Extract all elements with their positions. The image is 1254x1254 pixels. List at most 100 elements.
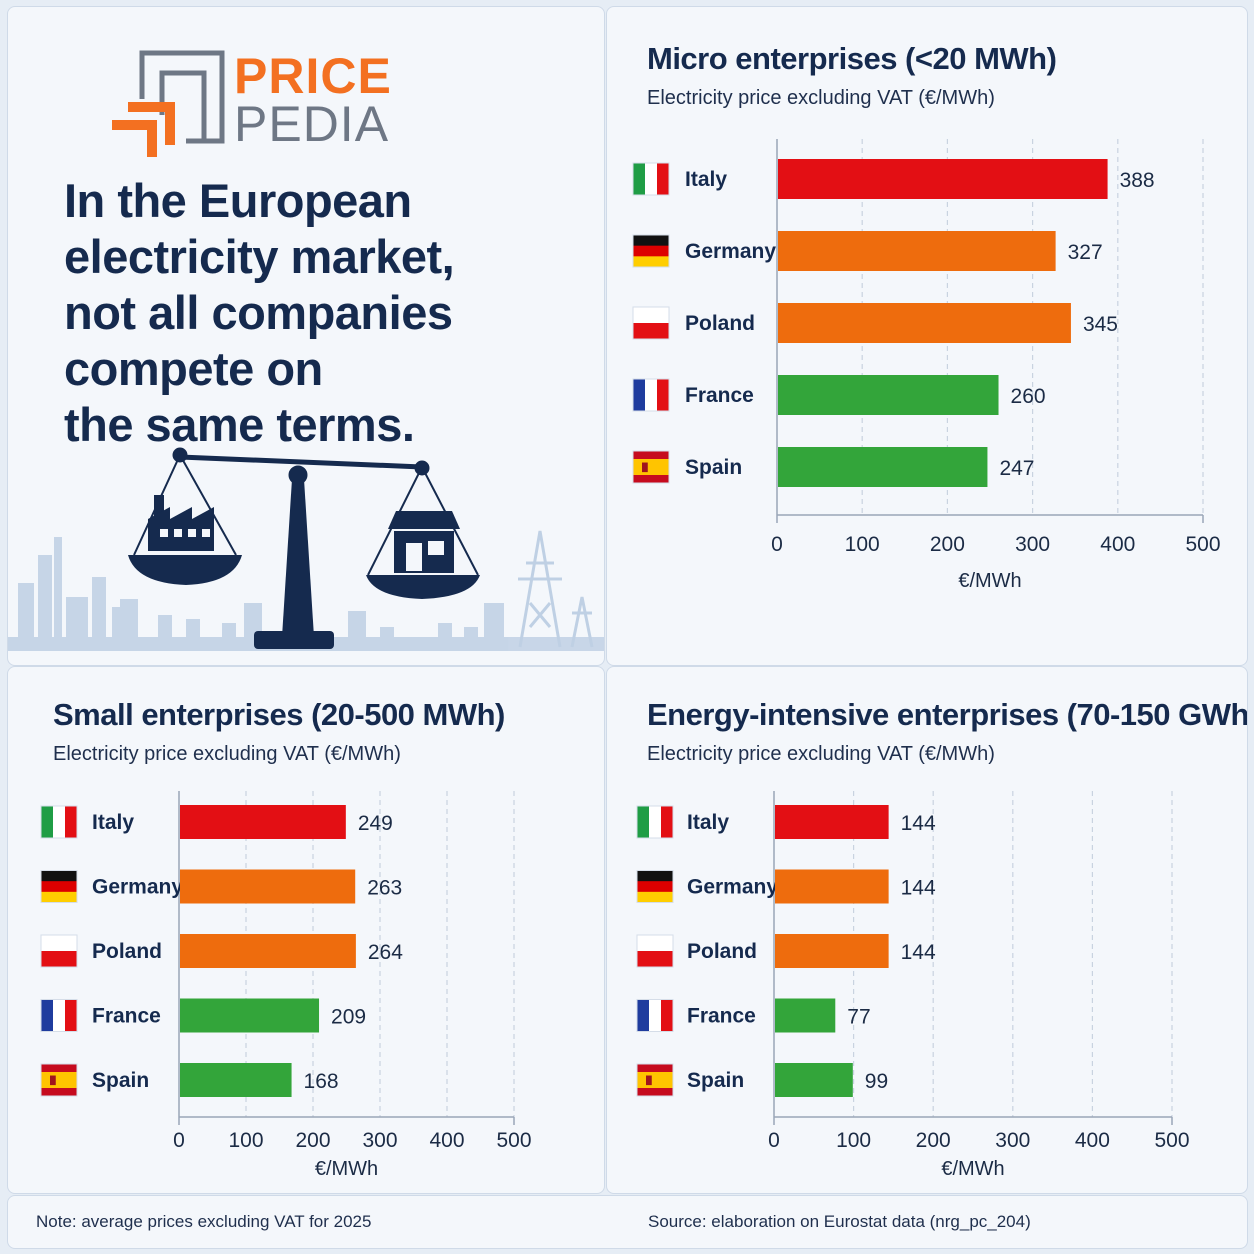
headline-line-5: the same terms.: [64, 398, 415, 451]
bar-france: [775, 998, 836, 1033]
x-tick-label: 300: [362, 1129, 397, 1152]
category-label: Spain: [92, 1069, 149, 1092]
flag-italy-icon: [636, 805, 674, 839]
headline-line-2: electricity market,: [64, 230, 455, 283]
value-label: 168: [304, 1070, 339, 1093]
category-label: Italy: [92, 811, 134, 834]
bar-italy: [180, 805, 346, 839]
value-label: 209: [331, 1006, 366, 1029]
bar-france: [180, 998, 320, 1033]
value-label: 144: [901, 941, 936, 964]
flag-poland-icon: [632, 306, 670, 340]
flag-france-icon: [40, 999, 78, 1032]
category-label: Poland: [685, 312, 755, 335]
x-tick-label: 300: [995, 1129, 1030, 1152]
bar-poland: [180, 934, 356, 968]
bar-germany: [775, 869, 889, 904]
bar-spain: [775, 1063, 853, 1097]
energy-intensive-bar-chart: 0 100 200 300 400 500 €/MWh Italy 144 Germany 144 P…: [636, 791, 1190, 1180]
bar-spain: [180, 1063, 292, 1097]
footer-source: Source: elaboration on Eurostat data (nr…: [648, 1212, 1031, 1231]
x-tick-label: 500: [496, 1129, 531, 1152]
category-label: France: [687, 1005, 756, 1028]
x-tick-label: 0: [768, 1129, 780, 1152]
category-label: Germany: [92, 876, 183, 899]
flag-france-icon: [636, 999, 674, 1032]
headline: In the European electricity market, not …: [64, 173, 455, 453]
logo-mark: [112, 50, 225, 157]
bar-germany: [778, 231, 1056, 271]
intro-panel: PRICE PEDIA In the European electricity …: [7, 6, 605, 666]
category-label: France: [685, 384, 754, 407]
category-label: Italy: [685, 168, 727, 191]
headline-line-3: not all companies: [64, 286, 453, 339]
category-label: Spain: [685, 456, 742, 479]
x-tick-label: 0: [771, 533, 783, 556]
x-tick-label: 200: [916, 1129, 951, 1152]
logo-text-pedia: PEDIA: [234, 96, 390, 152]
headline-line-1: In the European: [64, 174, 412, 227]
headline-line-4: compete on: [64, 342, 323, 395]
x-tick-label: 400: [1075, 1129, 1110, 1152]
x-axis-title: €/MWh: [958, 570, 1021, 592]
value-label: 144: [901, 812, 936, 835]
category-label: Germany: [685, 240, 776, 263]
bar-poland: [775, 934, 889, 968]
chart-subtitle: Electricity price excluding VAT (€/MWh): [647, 743, 995, 765]
flag-spain-icon: [40, 1063, 78, 1097]
chart-subtitle: Electricity price excluding VAT (€/MWh): [53, 743, 401, 765]
value-label: 144: [901, 877, 936, 900]
x-tick-label: 400: [1100, 533, 1135, 556]
power-pylon-icon: [518, 530, 594, 648]
flag-italy-icon: [40, 805, 78, 839]
x-tick-label: 100: [228, 1129, 263, 1152]
flag-poland-icon: [636, 934, 674, 968]
chart-title: Micro enterprises (<20 MWh): [647, 41, 1057, 76]
value-label: 260: [1011, 385, 1046, 408]
micro-bar-chart: 0 100 200 300 400 500 €/MWh Italy 388 Germany 327 P…: [632, 139, 1221, 592]
flag-germany-icon: [636, 870, 674, 903]
value-label: 99: [865, 1070, 888, 1093]
value-label: 388: [1120, 169, 1155, 192]
flag-germany-icon: [40, 870, 78, 903]
x-tick-label: 0: [173, 1129, 185, 1152]
small-chart-panel: Small enterprises (20-500 MWh) Electrici…: [7, 666, 605, 1194]
flag-italy-icon: [632, 162, 670, 196]
x-tick-label: 200: [295, 1129, 330, 1152]
chart-title: Small enterprises (20-500 MWh): [53, 697, 505, 732]
value-label: 249: [358, 812, 393, 835]
flag-spain-icon: [632, 450, 670, 484]
flag-germany-icon: [632, 234, 670, 268]
chart-title: Energy-intensive enterprises (70-150 GWh…: [647, 697, 1248, 732]
value-label: 264: [368, 941, 403, 964]
bar-italy: [778, 159, 1108, 199]
x-tick-label: 100: [836, 1129, 871, 1152]
balance-scale-illustration: [8, 447, 604, 651]
bar-germany: [180, 869, 356, 904]
value-label: 247: [999, 457, 1034, 480]
bar-italy: [775, 805, 889, 839]
x-axis-title: €/MWh: [315, 1158, 378, 1180]
x-tick-label: 100: [845, 533, 880, 556]
x-tick-label: 200: [930, 533, 965, 556]
category-label: Italy: [687, 811, 729, 834]
footer-panel: Note: average prices excluding VAT for 2…: [7, 1195, 1248, 1249]
category-label: Poland: [687, 940, 757, 963]
category-label: Spain: [687, 1069, 744, 1092]
x-tick-label: 300: [1015, 533, 1050, 556]
micro-chart-panel: Micro enterprises (<20 MWh) Electricity …: [606, 6, 1248, 666]
x-axis-title: €/MWh: [941, 1158, 1004, 1180]
bar-poland: [778, 303, 1071, 343]
x-tick-label: 500: [1185, 533, 1220, 556]
bar-france: [778, 375, 999, 415]
category-label: France: [92, 1005, 161, 1028]
small-bar-chart: 0 100 200 300 400 500 €/MWh Italy 249 Germany 263 P…: [40, 791, 532, 1180]
flag-poland-icon: [40, 934, 78, 968]
flag-france-icon: [632, 378, 670, 412]
x-tick-label: 400: [429, 1129, 464, 1152]
value-label: 345: [1083, 313, 1118, 336]
value-label: 77: [847, 1006, 870, 1029]
bar-spain: [778, 447, 988, 487]
shop-icon: [388, 511, 460, 573]
x-tick-label: 500: [1154, 1129, 1189, 1152]
